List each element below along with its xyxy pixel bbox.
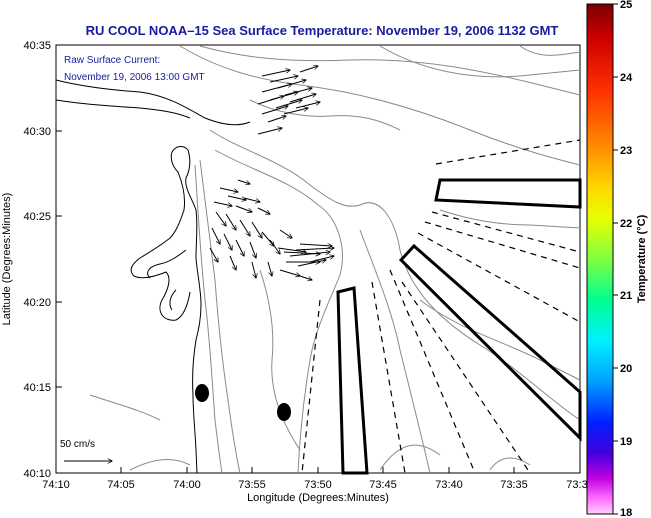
sampling-boxes: [336, 178, 582, 475]
x-axis: [55, 467, 581, 473]
colorbar-tick-label: 19: [620, 436, 632, 448]
colorbar-tick-label: 20: [620, 363, 632, 375]
colorbar-ticks: [613, 3, 618, 515]
x-tick-label: 74:10: [42, 479, 70, 491]
colorbar-tick-label: 24: [620, 72, 633, 84]
y-tick-label: 40:35: [23, 40, 51, 52]
x-tick-label: 73:55: [238, 479, 266, 491]
scale-label: 50 cm/s: [60, 439, 95, 450]
colorbar-tick-label: 25: [620, 0, 632, 11]
y-axis-label: Latitude (Degrees:Minutes): [1, 193, 13, 326]
x-tick-label: 73:45: [369, 479, 397, 491]
figure-title: RU COOL NOAA–15 Sea Surface Temperature:…: [86, 23, 559, 38]
colorbar-tick-label: 22: [620, 218, 632, 230]
station-marker-1: [195, 384, 209, 402]
x-tick-label: 74:05: [107, 479, 135, 491]
colorbar-tick-label: 21: [620, 290, 632, 302]
x-tick-label: 73:40: [435, 479, 463, 491]
y-tick-label: 40:10: [23, 468, 51, 480]
overlay-line-2: November 19, 2006 13:00 GMT: [64, 72, 205, 83]
y-tick-label: 40:20: [23, 297, 51, 309]
colorbar: [586, 3, 614, 515]
x-tick-label: 74:00: [173, 479, 201, 491]
x-tick-label: 73:35: [500, 479, 528, 491]
y-tick-label: 40:30: [23, 126, 51, 138]
station-marker-2: [277, 403, 291, 421]
map-contents: [55, 45, 582, 475]
colorbar-tick-label: 23: [620, 145, 632, 157]
x-tick-label: 73:3: [566, 479, 587, 491]
bathymetry-contours: [89, 45, 581, 474]
surface-current-vectors: [209, 66, 334, 280]
colorbar-tick-label: 18: [620, 507, 632, 518]
x-tick-label: 73:50: [304, 479, 332, 491]
y-axis: [56, 44, 62, 474]
y-tick-label: 40:15: [23, 382, 51, 394]
x-axis-label: Longitude (Degrees:Minutes): [247, 492, 389, 504]
coastline: [55, 79, 251, 474]
colorbar-label: Temperature (°C): [636, 214, 648, 303]
map-frame: [55, 44, 581, 474]
y-tick-label: 40:25: [23, 211, 51, 223]
overlay-line-1: Raw Surface Current:: [64, 55, 160, 66]
radial-survey-lines: [301, 139, 581, 474]
